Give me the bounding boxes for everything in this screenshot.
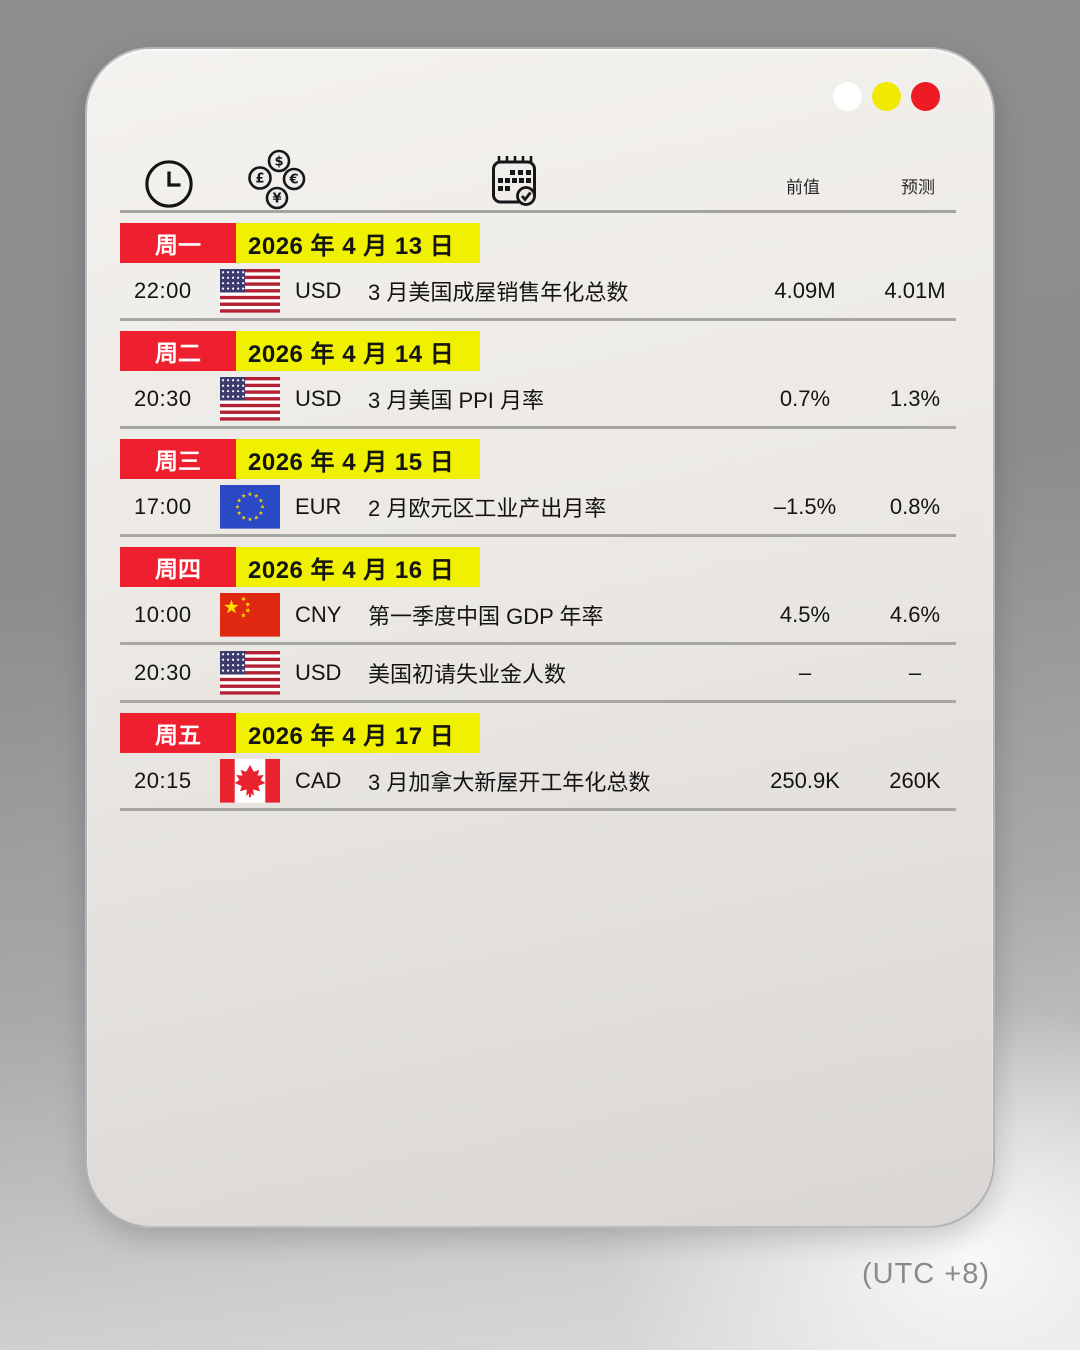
forecast-value: 260K — [889, 767, 941, 793]
currency-exchange-icon: $ € £ ¥ — [247, 149, 307, 216]
event-name: 美国初请失业金人数 — [368, 661, 567, 687]
event-row: 10:00 CNY 第一季 — [120, 587, 956, 645]
date-badge: 2026 年 4 月 17 日 — [236, 713, 480, 753]
event-time: 10:00 — [134, 601, 192, 627]
eu-flag-icon — [220, 484, 280, 529]
forecast-value: 4.6% — [889, 601, 941, 627]
window-dot-white[interactable] — [833, 82, 862, 111]
event-time: 22:00 — [134, 277, 192, 303]
currency-code: CNY — [295, 601, 342, 627]
event-name: 3 月美国成屋销售年化总数 — [368, 279, 629, 305]
day-badge: 周四 — [120, 547, 236, 587]
previous-column-header: 前值 — [786, 178, 820, 197]
window-controls — [833, 82, 940, 111]
currency-code: EUR — [295, 493, 342, 519]
event-time: 20:30 — [134, 659, 192, 685]
forecast-value: 4.01M — [884, 277, 946, 303]
event-name: 2 月欧元区工业产出月率 — [368, 495, 607, 521]
currency-code: USD — [295, 277, 342, 303]
forecast-value: 0.8% — [889, 493, 941, 519]
day-banner: 周二 2026 年 4 月 14 日 — [120, 331, 956, 371]
section-wednesday: 周三 2026 年 4 月 15 日 17:00 — [120, 439, 956, 537]
day-banner: 周一 2026 年 4 月 13 日 — [120, 223, 956, 263]
date-badge: 2026 年 4 月 15 日 — [236, 439, 480, 479]
section-friday: 周五 2026 年 4 月 17 日 20:15 CAD 3 月加拿大新屋开工年… — [120, 713, 956, 811]
event-name: 3 月美国 PPI 月率 — [368, 387, 545, 413]
cn-flag-icon — [220, 592, 280, 637]
section-thursday: 周四 2026 年 4 月 16 日 10:00 — [120, 547, 956, 703]
section-monday: 周一 2026 年 4 月 13 日 22:00 — [120, 223, 956, 321]
event-row: 20:15 CAD 3 月加拿大新屋开工年化总数 250.9K 260K — [120, 753, 956, 811]
currency-code: CAD — [295, 767, 342, 793]
currency-code: USD — [295, 385, 342, 411]
us-flag-icon — [220, 650, 280, 695]
us-flag-icon — [220, 268, 280, 313]
forecast-column-header: 预测 — [901, 178, 935, 197]
event-time: 17:00 — [134, 493, 192, 519]
previous-value: 4.09M — [774, 277, 836, 303]
calendar-check-icon — [491, 155, 537, 212]
day-banner: 周四 2026 年 4 月 16 日 — [120, 547, 956, 587]
currency-code: USD — [295, 659, 342, 685]
previous-value: 0.7% — [779, 385, 831, 411]
previous-value: –1.5% — [773, 493, 837, 519]
event-row: 20:30 — [120, 371, 956, 429]
event-time: 20:30 — [134, 385, 192, 411]
day-banner: 周五 2026 年 4 月 17 日 — [120, 713, 956, 753]
section-tuesday: 周二 2026 年 4 月 14 日 20:30 — [120, 331, 956, 429]
previous-value: – — [798, 659, 812, 685]
clock-icon — [144, 159, 194, 214]
event-row: 22:00 — [120, 263, 956, 321]
date-badge: 2026 年 4 月 16 日 — [236, 547, 480, 587]
table-header: $ € £ ¥ — [120, 49, 956, 213]
us-flag-icon — [220, 376, 280, 421]
event-time: 20:15 — [134, 767, 192, 793]
economic-calendar-card: $ € £ ¥ — [85, 47, 995, 1228]
forecast-value: 1.3% — [889, 385, 941, 411]
window-dot-red[interactable] — [911, 82, 940, 111]
event-name: 第一季度中国 GDP 年率 — [368, 603, 604, 629]
svg-text:€: € — [288, 173, 298, 188]
event-row: 20:30 — [120, 645, 956, 703]
event-row: 17:00 — [120, 479, 956, 537]
day-banner: 周三 2026 年 4 月 15 日 — [120, 439, 956, 479]
previous-value: 250.9K — [770, 767, 840, 793]
day-badge: 周一 — [120, 223, 236, 263]
date-badge: 2026 年 4 月 13 日 — [236, 223, 480, 263]
date-badge: 2026 年 4 月 14 日 — [236, 331, 480, 371]
day-badge: 周三 — [120, 439, 236, 479]
svg-text:¥: ¥ — [272, 192, 281, 207]
ca-flag-icon — [220, 758, 280, 803]
svg-text:£: £ — [255, 172, 264, 187]
day-badge: 周二 — [120, 331, 236, 371]
timezone-note: (UTC +8) — [861, 1258, 990, 1290]
forecast-value: – — [908, 659, 922, 685]
day-badge: 周五 — [120, 713, 236, 753]
window-dot-yellow[interactable] — [872, 82, 901, 111]
svg-text:$: $ — [274, 155, 283, 170]
previous-value: 4.5% — [779, 601, 831, 627]
event-name: 3 月加拿大新屋开工年化总数 — [368, 769, 651, 795]
